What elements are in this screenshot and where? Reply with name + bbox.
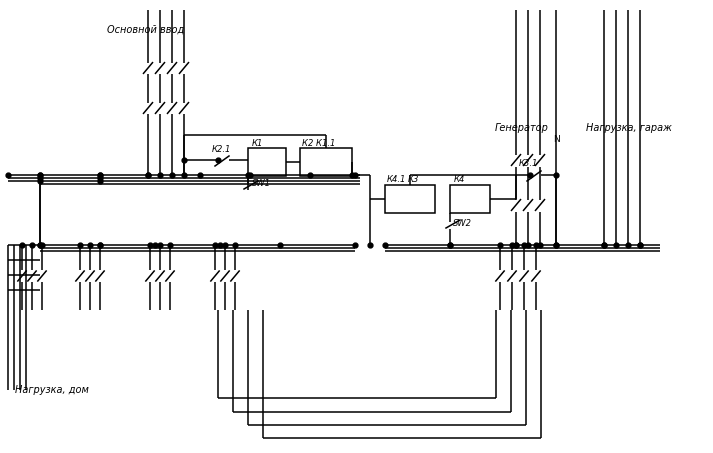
Text: SW1: SW1	[252, 179, 271, 188]
Bar	[450, 185, 490, 213]
Bar	[300, 148, 352, 176]
Bar	[248, 148, 286, 176]
Text: N: N	[553, 135, 560, 145]
Text: Нагрузка, гараж: Нагрузка, гараж	[586, 123, 672, 133]
Text: Генератор: Генератор	[495, 123, 549, 133]
Text: Основной ввод: Основной ввод	[107, 25, 184, 35]
Text: К4.1: К4.1	[387, 175, 406, 184]
Text: К4: К4	[454, 175, 466, 184]
Text: К3: К3	[408, 175, 419, 184]
Text: К3.1: К3.1	[519, 159, 538, 169]
Text: К1: К1	[252, 139, 263, 148]
Text: Нагрузка, дом: Нагрузка, дом	[15, 385, 89, 395]
Bar	[385, 185, 435, 213]
Text: К2 К1.1: К2 К1.1	[302, 139, 335, 148]
Text: SW2: SW2	[453, 218, 472, 227]
Text: К2.1: К2.1	[212, 145, 232, 154]
